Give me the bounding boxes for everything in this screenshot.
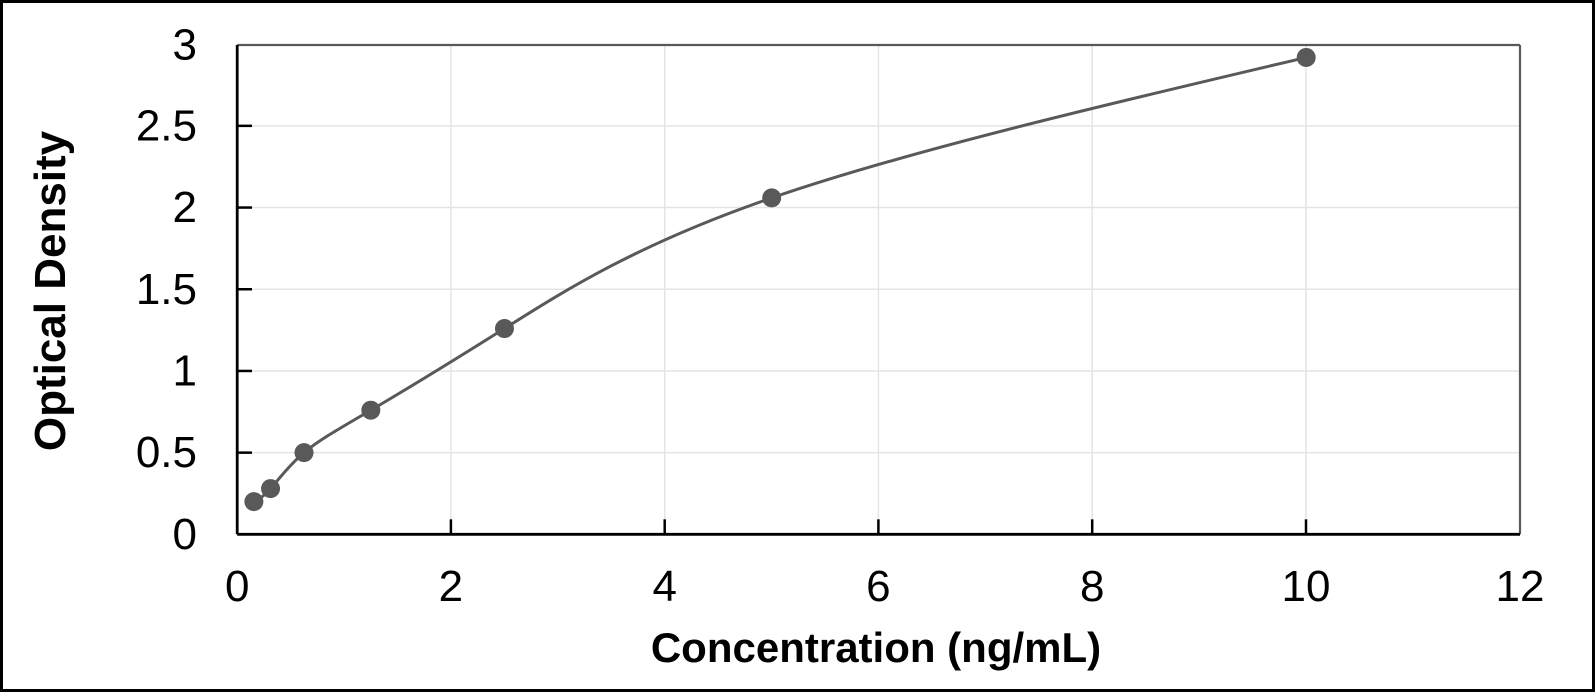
svg-text:Optical Density: Optical Density xyxy=(26,130,75,451)
svg-text:2: 2 xyxy=(439,562,463,611)
svg-text:10: 10 xyxy=(1282,562,1331,611)
svg-text:2.5: 2.5 xyxy=(136,101,197,150)
svg-text:8: 8 xyxy=(1080,562,1104,611)
svg-text:0: 0 xyxy=(225,562,249,611)
svg-text:Concentration (ng/mL): Concentration (ng/mL) xyxy=(651,624,1101,671)
svg-text:0.5: 0.5 xyxy=(136,428,197,477)
svg-text:3: 3 xyxy=(173,21,197,70)
svg-text:4: 4 xyxy=(652,562,676,611)
svg-text:1.5: 1.5 xyxy=(136,265,197,314)
svg-text:6: 6 xyxy=(866,562,890,611)
svg-text:1: 1 xyxy=(173,346,197,395)
svg-text:0: 0 xyxy=(173,510,197,559)
svg-text:12: 12 xyxy=(1496,562,1545,611)
svg-text:2: 2 xyxy=(173,183,197,232)
